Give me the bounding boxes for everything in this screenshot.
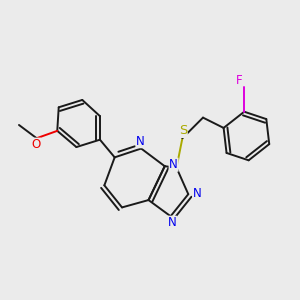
Text: F: F	[236, 74, 242, 87]
Text: S: S	[179, 124, 187, 137]
Text: N: N	[168, 216, 176, 229]
Text: N: N	[193, 187, 202, 200]
Text: N: N	[169, 158, 178, 171]
Text: N: N	[136, 135, 145, 148]
Text: O: O	[32, 138, 41, 151]
